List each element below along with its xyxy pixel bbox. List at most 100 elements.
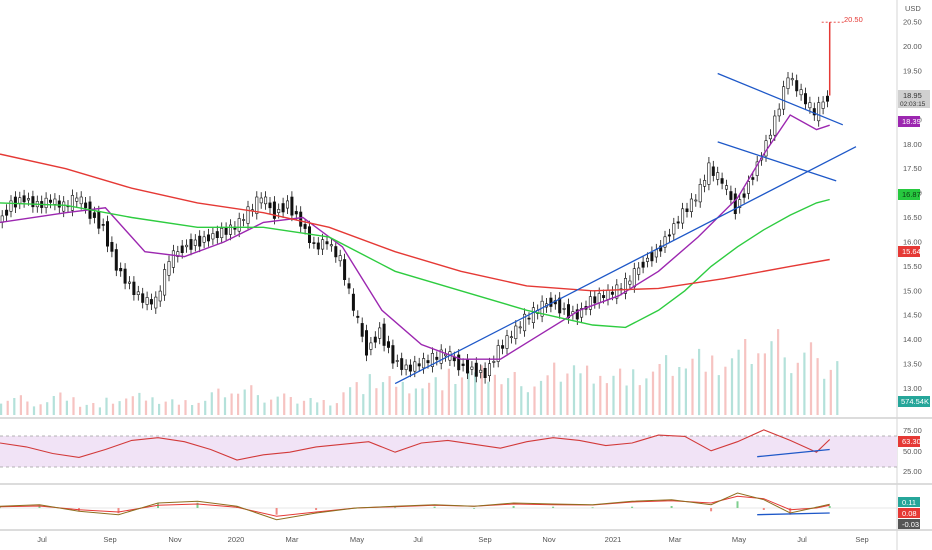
volume-value: 574.54K: [901, 397, 929, 406]
time-tick-5: May: [350, 535, 364, 544]
candle-body: [672, 223, 676, 235]
price-spike: [821, 21, 844, 96]
volume-bar: [283, 393, 286, 415]
price-tick-12: 14.50: [903, 311, 922, 320]
candle-body: [400, 358, 404, 370]
ma-purple-badge: 18.39: [898, 116, 921, 127]
volume-bar: [138, 392, 141, 415]
candle-body: [123, 268, 127, 284]
candle-body: [281, 203, 285, 213]
volume-bar: [237, 393, 240, 415]
ma-red-badge: 15.64: [898, 246, 921, 257]
volume-badge: 574.54K: [898, 396, 930, 407]
candle-body: [645, 257, 649, 262]
time-tick-9: 2021: [605, 535, 622, 544]
volume-bar: [92, 403, 95, 415]
candle-body: [602, 295, 606, 298]
candle-body: [474, 362, 478, 377]
rsi-line: [0, 429, 831, 461]
volume-bar: [408, 393, 411, 415]
volume-bar: [447, 368, 450, 415]
macd-lines: [0, 492, 897, 521]
candle-body: [505, 335, 509, 349]
candle-body: [597, 293, 601, 304]
candle-body: [817, 102, 821, 122]
candle-body: [777, 108, 781, 117]
volume-bar: [375, 388, 378, 415]
candle-body: [720, 178, 724, 184]
candle-body: [149, 299, 153, 305]
volume-bar: [26, 401, 29, 415]
candle-body: [439, 349, 443, 364]
volume-bar: [191, 405, 194, 415]
volume-bar: [19, 395, 22, 415]
candle-body: [812, 108, 816, 116]
candle-body: [382, 323, 386, 346]
moving-averages: [0, 114, 830, 360]
candle-body: [650, 252, 654, 262]
candle-body: [171, 250, 175, 268]
candle-body: [75, 197, 79, 202]
candle-body: [316, 242, 320, 250]
time-tick-6: Jul: [413, 535, 423, 544]
volume-bar: [487, 381, 490, 415]
candle-body: [628, 280, 632, 285]
volume-bar: [658, 364, 661, 415]
candle-body: [615, 284, 619, 299]
price-tick-0: 20.50: [903, 18, 922, 27]
volume-bar: [46, 402, 49, 415]
ma-red-value: 15.64: [902, 247, 921, 256]
volume-bar: [625, 385, 628, 415]
candle-body: [22, 195, 26, 203]
candle-body: [825, 95, 829, 102]
moving-average-1: [0, 198, 830, 329]
currency-label: USD: [905, 4, 921, 13]
time-axis-ticks: Jul Sep Nov 2020 Mar May Jul Sep Nov 2021 Mar May Ju…: [37, 535, 868, 544]
candle-body: [211, 233, 215, 240]
volume-bar: [65, 400, 68, 415]
volume-bar: [144, 400, 148, 415]
volume-bar: [210, 392, 213, 415]
candle-body: [92, 212, 96, 218]
candle-body: [404, 364, 408, 370]
candle-body: [623, 278, 627, 294]
ma-green-value: 16.87: [902, 190, 921, 199]
volume-bar: [151, 397, 154, 415]
candle-body: [268, 202, 272, 209]
candle-body: [325, 241, 329, 245]
candle-body: [57, 200, 61, 208]
volume-bar: [711, 355, 714, 415]
macd-badge-1: 0.11: [898, 497, 920, 507]
candle-body: [229, 224, 233, 235]
candle-body: [193, 239, 197, 246]
macd-value-2: 0.08: [902, 509, 917, 518]
candle-body: [799, 89, 803, 96]
volume-bar: [329, 405, 332, 415]
macd-histogram-bar: [591, 507, 594, 509]
time-tick-8: Nov: [542, 535, 556, 544]
candle-body: [575, 309, 579, 320]
time-tick-1: Sep: [103, 535, 116, 544]
volume-bar: [724, 366, 727, 415]
candle-body: [790, 78, 794, 81]
candle-body: [207, 234, 211, 242]
macd-main-line: [0, 492, 830, 521]
candle-body: [676, 221, 680, 224]
volume-bar: [118, 401, 121, 415]
candle-body: [202, 236, 206, 243]
candle-body: [351, 293, 355, 311]
volume-bar: [763, 353, 766, 416]
macd-histogram-bar: [789, 508, 792, 515]
candle-body: [185, 244, 189, 248]
volume-bar: [454, 384, 457, 415]
volume-bar: [39, 404, 42, 415]
volume-bar: [671, 375, 674, 415]
volume-bar: [546, 375, 549, 415]
candle-body: [395, 360, 399, 362]
candle-body: [167, 261, 171, 276]
candle-body: [110, 242, 114, 252]
candle-body: [724, 185, 728, 190]
candle-body: [141, 293, 145, 303]
moving-average-0: [0, 114, 830, 360]
macd-histogram-bar: [670, 506, 673, 508]
